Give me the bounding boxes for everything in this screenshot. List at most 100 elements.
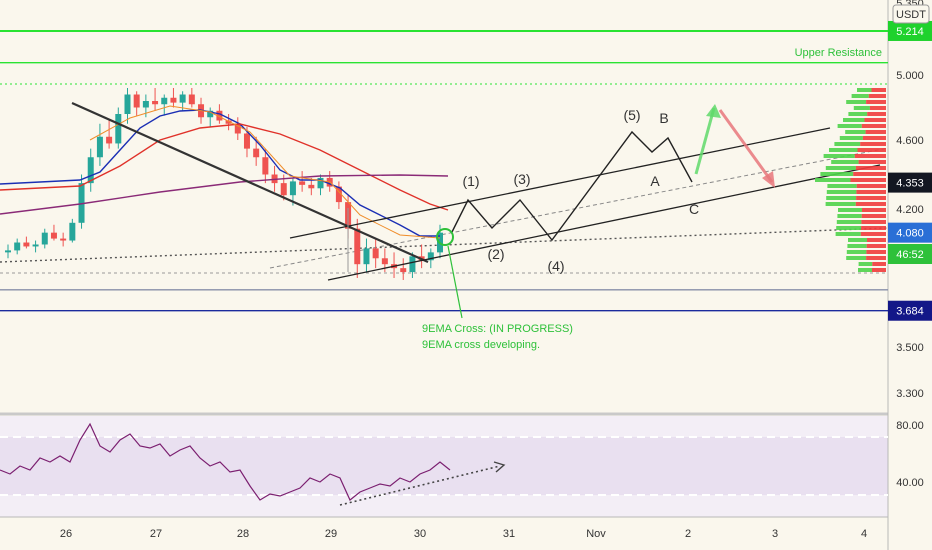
candle xyxy=(234,117,241,140)
svg-text:3.684: 3.684 xyxy=(896,306,924,318)
candle xyxy=(335,181,342,209)
volume-bar-up xyxy=(857,88,872,92)
candle xyxy=(262,148,269,184)
volume-bar-down xyxy=(862,208,886,212)
candle xyxy=(363,238,370,273)
volume-bar-down xyxy=(861,226,886,230)
volume-bar-down xyxy=(861,220,886,224)
candle xyxy=(14,238,21,255)
volume-bar-up xyxy=(848,238,867,242)
price-axis xyxy=(888,0,932,550)
rsi-tick-40: 40.00 xyxy=(896,477,924,489)
time-tick-label: 31 xyxy=(503,528,515,540)
volume-bar-down xyxy=(861,214,886,218)
wave-label-4: (4) xyxy=(547,258,564,274)
candle xyxy=(5,244,11,259)
volume-bar-up xyxy=(847,244,867,248)
candle xyxy=(87,148,94,192)
candle xyxy=(409,252,416,278)
price-tick-label: 3.300 xyxy=(896,388,924,400)
volume-bar-up xyxy=(843,118,865,122)
volume-bar-up xyxy=(858,268,872,272)
volume-bar-up xyxy=(829,148,858,152)
volume-bar-up xyxy=(848,112,868,116)
wave-label-a: A xyxy=(650,173,660,189)
candle xyxy=(207,107,214,127)
volume-bar-down xyxy=(856,184,886,188)
candle xyxy=(354,218,361,278)
candle xyxy=(317,174,324,196)
volume-bar-down xyxy=(872,262,886,266)
wave-label-3: (3) xyxy=(513,171,530,187)
wave-label-b: B xyxy=(659,110,668,126)
ema-orange-line xyxy=(89,105,441,239)
time-tick-label: 27 xyxy=(150,528,162,540)
time-tick-label: 26 xyxy=(60,528,72,540)
cross-status-subtitle: 9EMA cross developing. xyxy=(422,339,540,351)
volume-bar-up xyxy=(823,154,855,158)
volume-bar-down xyxy=(855,166,886,170)
volume-bar-up xyxy=(825,202,856,206)
price-tick-label: 5.000 xyxy=(896,70,924,82)
svg-text:4.080: 4.080 xyxy=(896,228,924,240)
price-tag: 4.353 xyxy=(888,172,932,193)
upper-resistance-label: Upper Resistance xyxy=(795,47,882,59)
time-tick-labels: 26 27 28 29 30 31 Nov 2 3 4 xyxy=(60,528,867,540)
volume-bar-down xyxy=(864,118,886,122)
volume-bar-down xyxy=(853,172,886,176)
volume-bar-up xyxy=(845,130,866,134)
elliott-wave-path xyxy=(451,130,693,242)
red-down-arrow-head xyxy=(762,171,775,188)
candle xyxy=(96,123,103,166)
candle xyxy=(60,232,67,247)
volume-bar-down xyxy=(872,268,886,272)
volume-bar-up xyxy=(851,94,869,98)
ema-purple-line xyxy=(0,174,449,215)
channel-lower-line xyxy=(327,164,881,281)
volume-bar-up xyxy=(837,124,862,128)
volume-bar-up xyxy=(837,214,862,218)
red-down-arrow xyxy=(718,109,774,183)
ema-cross-pointer xyxy=(447,245,463,319)
svg-text:5.214: 5.214 xyxy=(896,26,924,38)
candle xyxy=(372,238,379,269)
candle xyxy=(50,224,57,241)
wave-label-5: (5) xyxy=(623,107,640,123)
svg-text:4.353: 4.353 xyxy=(896,178,924,190)
volume-bar-down xyxy=(867,112,886,116)
price-tag: 5.214 xyxy=(888,20,932,41)
volume-bar-up xyxy=(846,256,867,260)
ema-cross-marker xyxy=(436,228,454,246)
volume-bar-down xyxy=(866,250,886,254)
volume-bar-down xyxy=(861,124,886,128)
volume-bar-down xyxy=(871,88,886,92)
volume-bar-down xyxy=(867,238,886,242)
candle xyxy=(41,228,48,249)
volume-bar-up xyxy=(826,196,857,200)
candle xyxy=(124,88,131,124)
candle xyxy=(161,94,168,116)
candle xyxy=(106,120,113,149)
volume-bar-up xyxy=(838,208,862,212)
rsi-arrow-head xyxy=(493,461,506,473)
candle xyxy=(225,114,232,131)
horizontal-lines xyxy=(0,29,888,312)
volume-bar-down xyxy=(855,202,886,206)
volume-bar-up xyxy=(826,190,857,194)
time-tick-label: 4 xyxy=(861,528,867,540)
volume-bar-down xyxy=(860,142,886,146)
countdown-label: 46:52 xyxy=(896,249,924,261)
volume-bar-down xyxy=(850,178,886,182)
volume-bar-up xyxy=(836,220,862,224)
time-tick-label: 30 xyxy=(414,528,426,540)
volume-bar-down xyxy=(866,256,886,260)
time-tick-label: 29 xyxy=(325,528,337,540)
candle xyxy=(32,240,39,253)
volume-bar-up xyxy=(839,136,863,140)
candle xyxy=(69,218,76,243)
wave-label-c: C xyxy=(689,201,699,217)
volume-bar-down xyxy=(856,196,886,200)
currency-badge[interactable] xyxy=(892,4,930,24)
